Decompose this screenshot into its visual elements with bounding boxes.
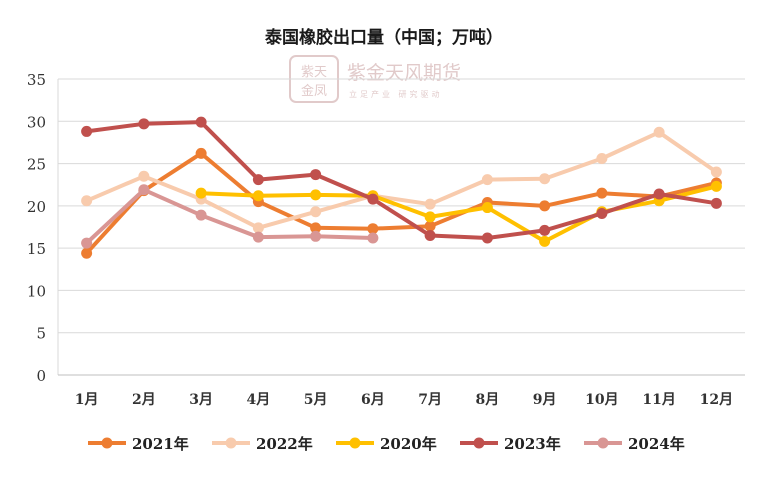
watermark-logo-text-2: 金凤 — [301, 83, 327, 99]
data-point — [195, 116, 207, 128]
grid-lines — [57, 78, 745, 376]
data-point — [596, 187, 608, 199]
x-tick-label: 8月 — [476, 392, 500, 408]
data-point — [653, 188, 665, 200]
legend-swatch-marker — [101, 437, 113, 449]
y-tick-labels: 0 5 10 15 20 25 30 35 — [27, 71, 46, 385]
data-point — [539, 224, 551, 236]
y-tick-label: 25 — [27, 156, 46, 174]
data-point — [81, 195, 93, 207]
legend-item: 2024年 — [584, 435, 685, 453]
series-2020年 — [195, 180, 722, 247]
data-point — [710, 166, 722, 178]
watermark-brand: 紫金天风期货 — [347, 62, 461, 84]
data-point — [252, 190, 264, 202]
series-line — [84, 187, 375, 246]
x-tick-label: 11月 — [642, 392, 675, 408]
legend-swatch-marker — [597, 437, 609, 449]
data-point — [252, 222, 264, 234]
data-point — [81, 125, 93, 137]
legend-label: 2022年 — [256, 435, 313, 453]
data-point — [539, 235, 551, 247]
data-point — [367, 223, 379, 235]
data-point — [710, 197, 722, 209]
data-point — [195, 187, 207, 199]
series-2023年 — [81, 116, 722, 244]
y-tick-label: 5 — [36, 325, 46, 343]
x-tick-label: 4月 — [247, 392, 271, 408]
y-tick-label: 10 — [27, 282, 46, 300]
legend: 2021年 2022年 2020年 2023年 2024年 — [88, 435, 685, 453]
data-point — [481, 232, 493, 244]
data-point — [367, 193, 379, 205]
data-point — [310, 169, 322, 181]
legend-item: 2021年 — [88, 435, 189, 453]
chart-title: 泰国橡胶出口量（中国；万吨） — [265, 27, 503, 48]
data-point — [252, 174, 264, 186]
data-point — [481, 174, 493, 186]
x-tick-label: 7月 — [418, 392, 442, 408]
data-point — [596, 207, 608, 219]
data-point — [195, 147, 207, 159]
data-point — [310, 230, 322, 242]
legend-label: 2021年 — [132, 435, 189, 453]
data-point — [138, 118, 150, 130]
data-point — [310, 222, 322, 234]
series-layer — [81, 116, 722, 259]
y-tick-label: 30 — [27, 113, 46, 131]
data-point — [424, 211, 436, 223]
data-point — [653, 126, 665, 138]
series-line — [199, 184, 719, 244]
y-tick-label: 15 — [27, 240, 46, 258]
x-tick-label: 10月 — [585, 392, 618, 408]
series-line — [84, 130, 719, 230]
x-tick-label: 5月 — [304, 392, 328, 408]
legend-label: 2020年 — [380, 435, 437, 453]
y-tick-label: 35 — [27, 71, 46, 89]
data-point — [81, 247, 93, 259]
series-line — [84, 120, 719, 240]
x-tick-label: 3月 — [189, 392, 213, 408]
x-tick-label: 12月 — [700, 392, 733, 408]
x-tick-label: 1月 — [75, 392, 99, 408]
data-point — [596, 152, 608, 164]
x-tick-label: 2月 — [132, 392, 156, 408]
legend-item: 2023年 — [460, 435, 561, 453]
watermark-tagline: 立足产业 研究驱动 — [349, 89, 443, 99]
data-point — [195, 209, 207, 221]
legend-item: 2022年 — [212, 435, 313, 453]
x-tick-label: 6月 — [361, 392, 385, 408]
y-tick-label: 20 — [27, 198, 46, 216]
data-point — [539, 173, 551, 185]
legend-swatch-marker — [473, 437, 485, 449]
legend-swatch-marker — [349, 437, 361, 449]
data-point — [367, 232, 379, 244]
data-point — [310, 189, 322, 201]
data-point — [81, 237, 93, 249]
x-tick-labels: 1月 2月 3月 4月 5月 6月 7月 8月 9月 10月 11月 12月 — [75, 392, 733, 408]
data-point — [310, 206, 322, 218]
y-tick-label: 0 — [36, 367, 46, 385]
data-point — [138, 170, 150, 182]
series-2022年 — [81, 126, 722, 234]
data-point — [424, 198, 436, 210]
legend-swatch-marker — [225, 437, 237, 449]
legend-item: 2020年 — [336, 435, 437, 453]
x-tick-label: 9月 — [533, 392, 557, 408]
data-point — [481, 202, 493, 214]
data-point — [539, 200, 551, 212]
series-line — [84, 151, 719, 256]
watermark-logo-text: 紫天 — [301, 65, 327, 80]
data-point — [424, 229, 436, 241]
legend-label: 2023年 — [504, 435, 561, 453]
data-point — [424, 220, 436, 232]
legend-label: 2024年 — [628, 435, 685, 453]
data-point — [138, 184, 150, 196]
series-2024年 — [81, 184, 379, 249]
data-point — [252, 231, 264, 243]
data-point — [710, 180, 722, 192]
